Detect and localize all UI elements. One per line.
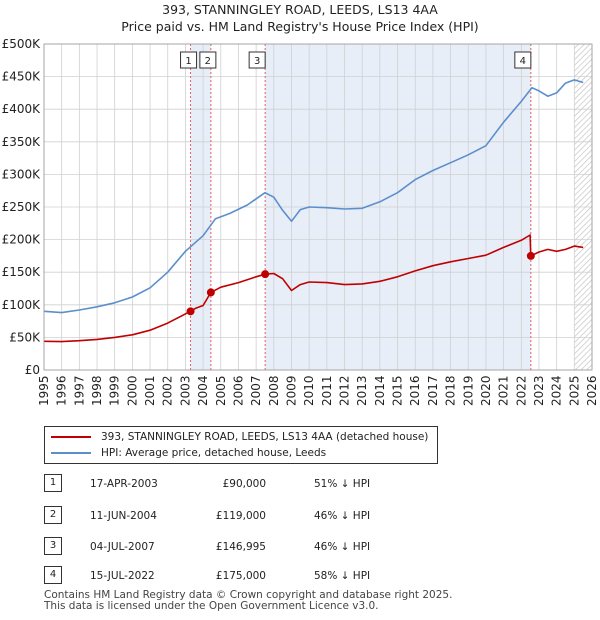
sale-number-label: 3	[254, 56, 260, 67]
y-tick-label: £400K	[2, 102, 42, 116]
x-tick-label: 2022	[514, 375, 528, 406]
sale-point	[186, 307, 195, 316]
x-tick-label: 2008	[267, 375, 281, 406]
sale-point	[526, 251, 535, 260]
transaction-price: £119,000	[215, 510, 266, 522]
sale-number-label: 2	[205, 56, 211, 67]
chart-legend: 393, STANNINGLEY ROAD, LEEDS, LS13 4AA (…	[44, 426, 438, 464]
y-tick-label: £100K	[2, 298, 42, 312]
transaction-hpi: 46% ↓ HPI	[314, 510, 371, 522]
legend-item-price: 393, STANNINGLEY ROAD, LEEDS, LS13 4AA (…	[51, 429, 428, 445]
transaction-hpi: 46% ↓ HPI	[314, 541, 371, 553]
sale-number-label: 4	[520, 56, 526, 67]
x-tick-label: 2012	[338, 375, 352, 406]
x-tick-label: 2015	[391, 375, 405, 406]
sale-number-box	[180, 51, 198, 69]
transaction-date: 17-APR-2003	[90, 478, 158, 490]
sale-point	[206, 288, 215, 297]
x-tick-label: 1998	[90, 375, 104, 406]
transaction-date: 11-JUN-2004	[90, 510, 157, 522]
sale-number-box	[248, 51, 266, 69]
x-tick-label: 2013	[355, 375, 369, 406]
chart-subtitle: Price paid vs. HM Land Registry's House …	[121, 19, 479, 34]
x-tick-label: 1997	[72, 375, 86, 406]
sale-number-box	[199, 51, 217, 69]
legend-hpi-label: HPI: Average price, detached house, Leed…	[101, 447, 327, 459]
x-tick-label: 1999	[108, 375, 122, 406]
transaction-number: 3	[44, 537, 62, 555]
x-tick-label: 2005	[214, 375, 228, 406]
price-line-swatch	[51, 436, 91, 438]
x-tick-label: 2021	[497, 375, 511, 406]
y-tick-label: £450K	[2, 70, 42, 84]
sale-number-label: 1	[185, 56, 191, 67]
y-tick-label: £0	[25, 363, 40, 377]
transaction-hpi: 58% ↓ HPI	[314, 570, 371, 582]
x-tick-label: 2024	[550, 375, 564, 406]
x-tick-label: 1996	[55, 375, 69, 406]
x-tick-label: 2019	[461, 375, 475, 406]
x-tick-label: 2023	[532, 375, 546, 406]
transaction-price: £146,995	[215, 541, 266, 553]
footer-licence: This data is licensed under the Open Gov…	[44, 600, 379, 612]
transaction-price: £90,000	[222, 478, 266, 490]
transaction-date: 15-JUL-2022	[90, 570, 155, 582]
price-chart: 1 2 3 4 £0 £50K £100K £150K £200K £250K £300K £350K…	[2, 37, 599, 406]
x-tick-label: 2025	[567, 375, 581, 406]
y-tick-label: £300K	[2, 167, 42, 181]
x-tick-label: 2014	[373, 375, 387, 406]
chart-title: 393, STANNINGLEY ROAD, LEEDS, LS13 4AA	[162, 2, 438, 17]
x-tick-label: 2002	[161, 375, 175, 406]
x-tick-label: 2006	[231, 375, 245, 406]
x-tick-label: 2016	[408, 375, 422, 406]
transaction-number: 1	[44, 474, 62, 492]
y-tick-label: £500K	[2, 37, 42, 51]
x-tick-label: 2004	[196, 375, 210, 406]
x-tick-label: 2007	[249, 375, 263, 406]
y-tick-label: £350K	[2, 135, 42, 149]
y-tick-label: £150K	[2, 265, 42, 279]
x-tick-label: 2010	[302, 375, 316, 406]
hpi-line-swatch	[51, 452, 91, 454]
x-tick-label: 2003	[178, 375, 192, 406]
transaction-hpi: 51% ↓ HPI	[314, 478, 371, 490]
plot-frame	[43, 43, 593, 371]
x-tick-label: 2011	[320, 375, 334, 406]
x-tick-label: 1995	[37, 375, 51, 406]
transaction-date: 04-JUL-2007	[90, 541, 155, 553]
price-paid-line	[43, 234, 584, 343]
transaction-number: 2	[44, 506, 62, 524]
x-tick-label: 2026	[585, 375, 599, 406]
legend-price-label: 393, STANNINGLEY ROAD, LEEDS, LS13 4AA (…	[101, 431, 429, 443]
sale-point	[261, 270, 270, 279]
x-tick-label: 2000	[125, 375, 139, 406]
footer-copyright: Contains HM Land Registry data © Crown c…	[44, 589, 453, 601]
sale-number-box	[514, 51, 532, 69]
x-tick-label: 2018	[444, 375, 458, 406]
y-tick-label: £50K	[9, 330, 41, 344]
x-tick-label: 2001	[143, 375, 157, 406]
hpi-line	[43, 79, 584, 314]
legend-item-hpi: HPI: Average price, detached house, Leed…	[51, 445, 326, 461]
x-tick-label: 2020	[479, 375, 493, 406]
transaction-number: 4	[44, 566, 62, 584]
x-tick-label: 2009	[284, 375, 298, 406]
transaction-price: £175,000	[215, 570, 266, 582]
y-tick-label: £250K	[2, 200, 42, 214]
y-tick-label: £200K	[2, 233, 42, 247]
x-tick-label: 2017	[426, 375, 440, 406]
footer: Contains HM Land Registry data © Crown c…	[44, 590, 452, 612]
